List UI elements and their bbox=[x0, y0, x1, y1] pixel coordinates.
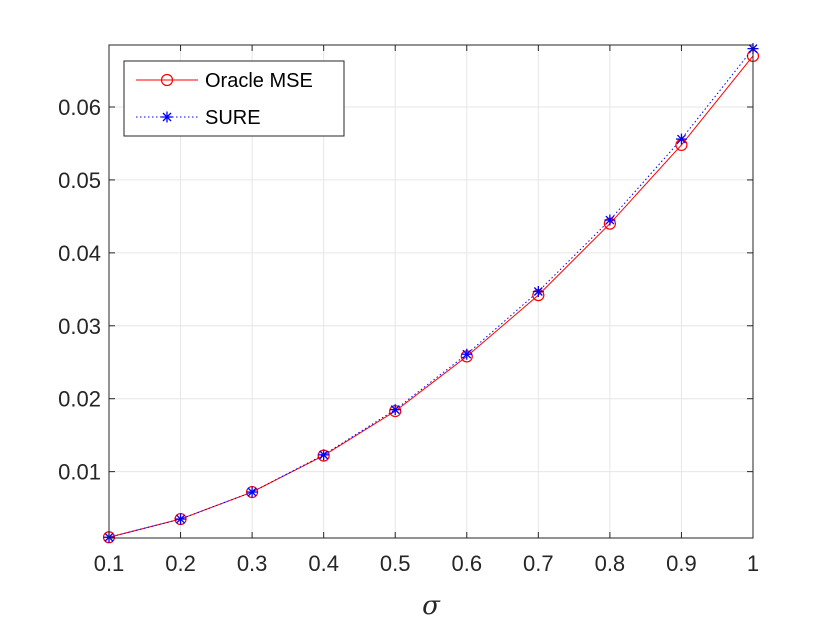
asterisk-stroke bbox=[390, 405, 400, 415]
asterisk-stroke bbox=[247, 487, 257, 497]
data-point-sure bbox=[389, 404, 401, 416]
x-tick-label: 0.3 bbox=[237, 551, 268, 576]
legend: Oracle MSE SURE bbox=[123, 60, 345, 137]
ticks bbox=[108, 45, 754, 538]
asterisk-stroke bbox=[319, 450, 329, 460]
legend-entry-oracle-mse bbox=[136, 73, 198, 87]
asterisk-stroke bbox=[533, 287, 543, 296]
data-point-sure bbox=[246, 486, 258, 498]
series-layer bbox=[102, 43, 760, 544]
legend-label-oracle-mse: Oracle MSE bbox=[205, 70, 313, 92]
asterisk-stroke bbox=[162, 112, 172, 122]
y-tick-label: 0.01 bbox=[58, 460, 101, 485]
x-axis-label: σ bbox=[422, 591, 441, 621]
x-tick-label: 0.4 bbox=[308, 551, 339, 576]
x-tick-label: 0.9 bbox=[666, 551, 697, 576]
x-tick-label: 0.6 bbox=[451, 551, 482, 576]
x-tick-label: 0.5 bbox=[380, 551, 411, 576]
x-tick-label: 0.7 bbox=[523, 551, 554, 576]
x-tick-label: 1 bbox=[747, 551, 759, 576]
tick-labels: 0.1 0.2 0.3 0.4 0.5 0.6 0.7 0.8 0.9 1 0.01 0.02 0.03… bbox=[58, 95, 759, 576]
y-tick-label: 0.02 bbox=[58, 387, 101, 412]
legend-entry-sure bbox=[136, 111, 198, 123]
data-point-sure bbox=[461, 348, 473, 360]
axes-box bbox=[108, 44, 754, 539]
x-tick-label: 0.2 bbox=[165, 551, 196, 576]
y-tick-label: 0.06 bbox=[58, 95, 101, 120]
legend-box bbox=[123, 60, 345, 137]
y-tick-label: 0.04 bbox=[58, 241, 101, 266]
data-point-sure bbox=[604, 214, 616, 226]
legend-marker bbox=[160, 73, 174, 87]
asterisk-stroke bbox=[462, 349, 472, 359]
legend-marker bbox=[161, 111, 173, 123]
data-point-sure bbox=[175, 513, 187, 525]
asterisk-stroke bbox=[176, 514, 186, 524]
series-line-sure bbox=[108, 48, 754, 538]
series-sure bbox=[103, 43, 759, 543]
asterisk-stroke bbox=[605, 215, 615, 225]
asterisk-stroke bbox=[676, 134, 686, 144]
x-tick-label: 0.8 bbox=[595, 551, 626, 576]
legend-label-sure: SURE bbox=[205, 107, 261, 129]
x-tick-label: 0.1 bbox=[94, 551, 125, 576]
data-point-sure bbox=[675, 133, 687, 145]
y-tick-label: 0.05 bbox=[58, 168, 101, 193]
y-tick-label: 0.03 bbox=[58, 314, 101, 339]
data-point-sure bbox=[532, 286, 544, 297]
data-point-sure bbox=[318, 449, 330, 461]
